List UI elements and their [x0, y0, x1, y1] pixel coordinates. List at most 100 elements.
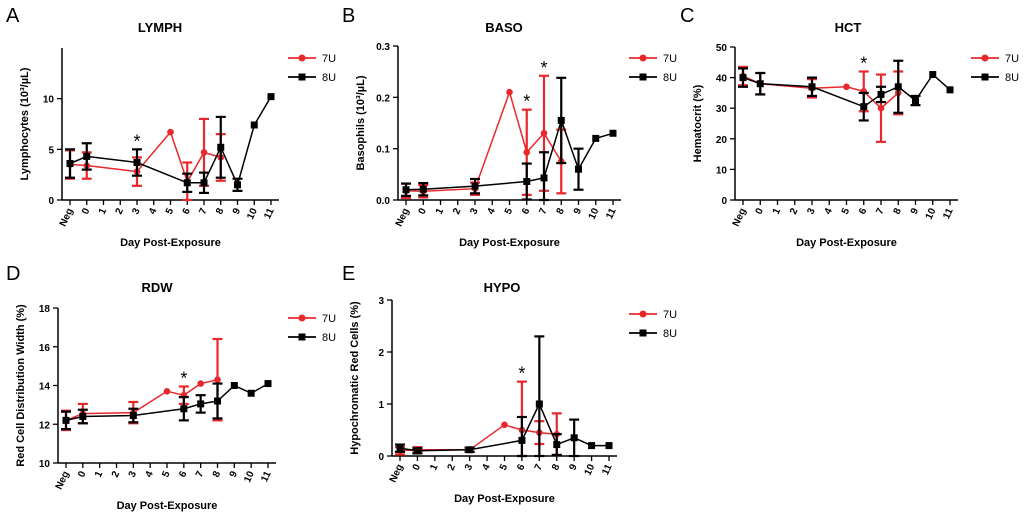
x-axis-label: Day Post-Exposure — [117, 500, 218, 512]
x-axis-label: Day Post-Exposure — [120, 237, 221, 249]
y-tick-label: 0.2 — [376, 93, 390, 104]
x-tick-label: 8 — [555, 206, 568, 216]
data-point-7u — [540, 129, 548, 137]
y-tick-label: 18 — [39, 304, 51, 315]
x-axis-label: Day Post-Exposure — [454, 493, 555, 505]
legend-marker — [981, 54, 989, 62]
legend-marker — [639, 329, 647, 337]
x-tick-label: 4 — [144, 469, 157, 479]
x-tick-label: 1 — [428, 462, 441, 472]
x-tick-label: 5 — [498, 462, 511, 472]
series-line-7u — [742, 75, 899, 110]
data-point-8u — [605, 442, 613, 450]
significance-asterisk: * — [133, 131, 140, 151]
y-tick-label: 40 — [716, 74, 728, 85]
data-point-8u — [217, 143, 225, 151]
legend-item-7u: 7U — [629, 309, 677, 321]
y-tick-label: 50 — [716, 43, 728, 54]
legend-item-8u: 8U — [288, 72, 336, 84]
legend-label: 8U — [322, 332, 336, 344]
x-tick-label: 9 — [909, 206, 922, 216]
x-tick-label: 11 — [941, 206, 956, 221]
data-point-7u — [214, 376, 221, 383]
x-tick-label: 6 — [857, 206, 870, 216]
data-point-8u — [419, 185, 427, 193]
legend-label: 8U — [663, 72, 677, 84]
data-point-8u — [471, 182, 479, 190]
panel-title: BASO — [485, 20, 523, 35]
x-tick-label: 11 — [600, 462, 615, 477]
data-point-8u — [183, 179, 191, 187]
x-tick-label: 11 — [259, 469, 274, 484]
x-tick-label: Neg — [731, 207, 749, 229]
data-point-8u — [83, 152, 91, 160]
x-tick-label: 1 — [434, 206, 447, 216]
data-point-8u — [756, 80, 764, 88]
panel-letter: E — [342, 263, 355, 285]
x-tick-label: 5 — [160, 469, 173, 479]
legend-marker — [981, 73, 989, 81]
x-tick-label: 3 — [468, 206, 481, 216]
y-tick-label: 5 — [48, 145, 54, 156]
data-point-8u — [230, 382, 238, 389]
x-tick-label: 3 — [805, 206, 818, 216]
data-point-7u — [523, 148, 531, 156]
data-point-8u — [79, 413, 87, 420]
y-tick-label: 10 — [43, 95, 55, 106]
data-point-8u — [234, 181, 241, 189]
legend-marker — [298, 333, 306, 341]
panel-title: LYMPH — [138, 20, 182, 35]
x-tick-label: 9 — [231, 206, 244, 216]
x-tick-label: 7 — [533, 462, 546, 472]
legend-item-7u: 7U — [629, 53, 677, 65]
x-tick-label: 1 — [93, 469, 106, 479]
data-point-8u — [133, 159, 141, 167]
series-line-7u — [405, 89, 562, 193]
series-7u — [738, 65, 904, 143]
x-tick-label: 2 — [110, 469, 123, 479]
x-tick-label: 6 — [181, 206, 194, 216]
series-7u — [395, 380, 562, 458]
x-tick-label: 9 — [572, 206, 585, 216]
series-8u — [738, 59, 954, 122]
x-tick-label: 2 — [451, 206, 464, 216]
legend-marker — [298, 73, 306, 81]
x-axis-label: Day Post-Exposure — [796, 237, 897, 249]
legend-item-7u: 7U — [288, 53, 336, 65]
series-8u — [65, 93, 275, 195]
x-tick-label: Neg — [54, 470, 72, 492]
y-axis-label: Lymphocytes (10³/µL) — [19, 67, 31, 180]
data-point-8u — [575, 165, 582, 173]
x-tick-label: 0 — [754, 206, 767, 216]
x-tick-label: 8 — [550, 462, 563, 472]
x-tick-label: 0 — [76, 469, 89, 479]
data-point-7u — [877, 104, 885, 112]
series-line-8u — [69, 96, 272, 188]
panel-b: B BASO 0.0 0.1 0.2 0.3 Neg 0 1 2 3 4 5 6 7 8 9 10 11 Day Po… — [342, 5, 677, 249]
x-tick-label: Neg — [394, 207, 412, 229]
data-point-8u — [592, 134, 600, 142]
y-tick-label: 1 — [378, 400, 384, 411]
x-tick-label: 4 — [480, 462, 493, 472]
panel-letter: A — [6, 5, 20, 27]
data-point-8u — [894, 83, 902, 91]
series-8u — [395, 335, 613, 458]
panel-letter: D — [6, 263, 20, 285]
x-tick-label: 3 — [463, 462, 476, 472]
data-point-8u — [523, 178, 531, 186]
y-tick-label: 3 — [378, 296, 384, 307]
significance-asterisk: * — [860, 53, 867, 73]
legend-label: 7U — [663, 53, 677, 65]
x-tick-label: 8 — [892, 206, 905, 216]
legend-label: 7U — [322, 53, 336, 65]
y-tick-label: 0 — [48, 196, 54, 207]
series-line-8u — [405, 117, 614, 191]
data-point-8u — [129, 412, 137, 420]
x-tick-label: 4 — [147, 206, 160, 216]
data-point-7u — [501, 421, 508, 429]
